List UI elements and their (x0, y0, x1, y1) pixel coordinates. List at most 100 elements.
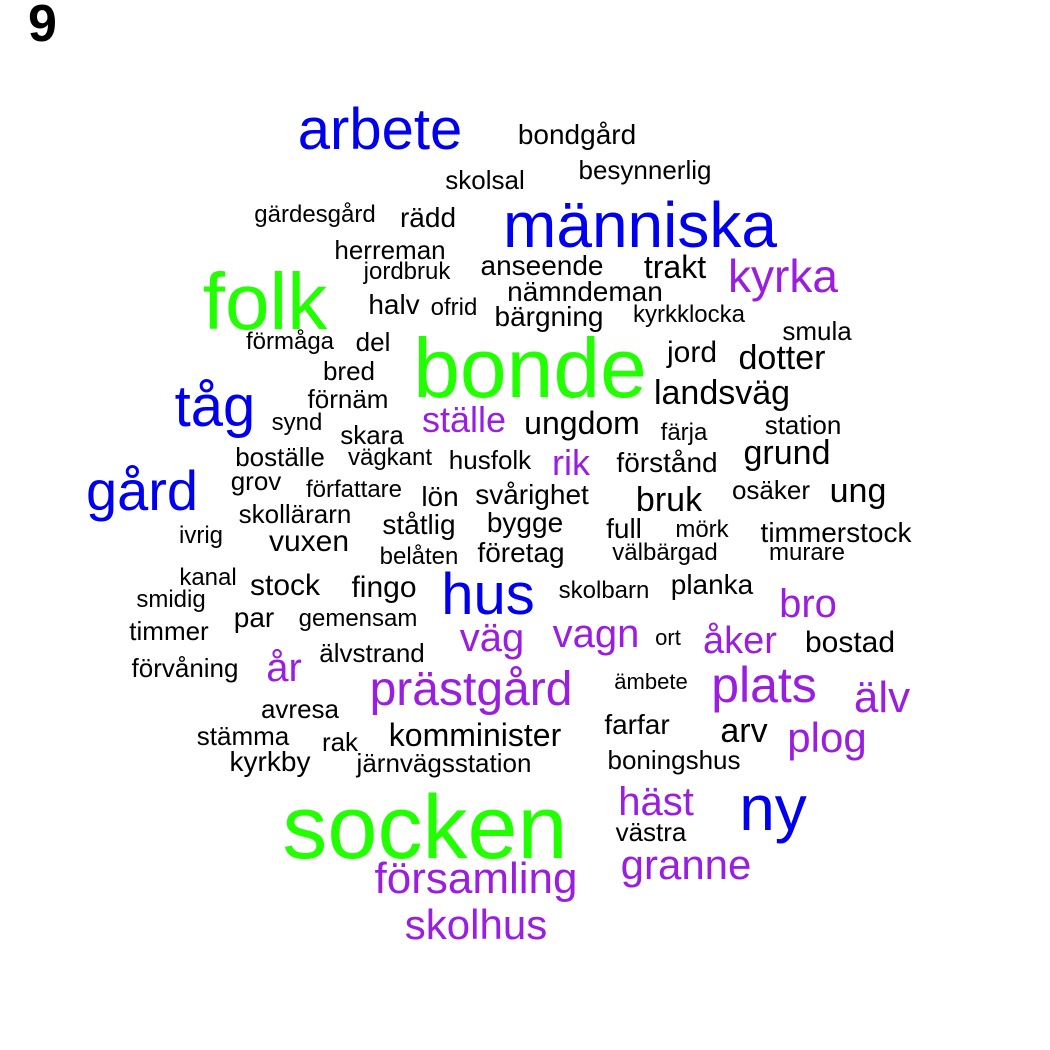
word-aker: åker (703, 620, 777, 662)
word-plog: plog (787, 714, 867, 761)
word-rik: rik (552, 442, 590, 483)
word-bonde: bonde (413, 321, 647, 415)
word-bostad: bostad (804, 626, 896, 659)
word-forvaning: förvåning (131, 653, 239, 683)
word-socken: socken (282, 778, 568, 878)
word-alvstrand: älvstrand (319, 638, 425, 668)
word-fornam: förnäm (307, 384, 389, 414)
word-ofrid: ofrid (430, 294, 478, 321)
word-ort: ort (655, 625, 681, 650)
word-avresa: avresa (260, 694, 340, 724)
word-komminister: komminister (388, 717, 562, 753)
word-ar: år (266, 646, 302, 690)
panel-number: 9 (28, 0, 57, 53)
word-trakt: trakt (643, 249, 707, 285)
word-folk: folk (202, 257, 328, 346)
word-station: station (764, 410, 842, 440)
word-herreman: herreman (334, 235, 446, 265)
word-synd: synd (271, 409, 323, 436)
word-ambete: ämbete (614, 669, 688, 694)
word-anseende: anseende (480, 250, 604, 281)
word-bygge: bygge (486, 507, 564, 538)
word-vastra: västra (615, 817, 687, 847)
word-vagn: vagn (552, 612, 640, 656)
word-plats: plats (711, 657, 817, 713)
word-farja: färja (660, 419, 708, 446)
word-mork: mörk (675, 516, 729, 543)
word-landsvag: landsväg (653, 374, 791, 412)
word-ivrig: ivrig (178, 522, 224, 549)
word-bostalle: boställe (235, 442, 325, 472)
word-timmer: timmer (129, 616, 209, 646)
word-gard: gård (85, 459, 199, 522)
word-vuxen: vuxen (268, 525, 350, 558)
word-namndeman: nämndeman (507, 276, 663, 307)
word-ungdom: ungdom (524, 405, 640, 441)
word-ung: ung (829, 472, 887, 510)
word-radd: rädd (399, 202, 457, 233)
word-del: del (355, 327, 391, 357)
word-osaker: osäker (731, 475, 811, 505)
word-boningshus: boningshus (607, 745, 741, 775)
word-belaten: belåten (379, 543, 459, 570)
word-smidig: smidig (136, 586, 206, 613)
word-skolsal: skolsal (445, 165, 525, 195)
word-timmerstock: timmerstock (760, 517, 912, 548)
word-husfolk: husfolk (448, 445, 532, 475)
word-vag: väg (459, 616, 525, 660)
word-planka: planka (670, 569, 754, 600)
word-arv: arv (720, 712, 768, 750)
word-par: par (233, 602, 275, 633)
word-jarnvagsstation: järnvägsstation (356, 748, 532, 778)
word-arbete: arbete (297, 97, 463, 162)
word-kanal: kanal (179, 564, 237, 591)
word-forsamling: församling (374, 854, 578, 903)
word-lon: lön (421, 481, 459, 512)
word-stamma: stämma (196, 721, 290, 751)
word-bred: bred (322, 356, 376, 386)
word-murare: murare (768, 539, 846, 566)
word-full: full (606, 513, 642, 544)
word-farfar: farfar (604, 709, 670, 740)
word-hast: häst (618, 780, 694, 824)
word-bondgard: bondgård (517, 119, 637, 150)
word-grov: grov (230, 466, 282, 496)
word-rak: rak (321, 727, 359, 757)
word-vagkant: vägkant (347, 444, 433, 471)
word-halv: halv (368, 289, 420, 320)
word-skara: skara (340, 420, 404, 450)
word-smula: smula (782, 316, 852, 346)
word-alv: älv (853, 673, 911, 722)
word-kyrkklocka: kyrkklocka (632, 301, 746, 328)
word-forstand: förstånd (616, 447, 718, 478)
word-tag: tåg (174, 374, 256, 439)
word-stalle: ställe (421, 399, 507, 440)
word-stock: stock (249, 569, 321, 602)
word-manniska: människa (503, 189, 777, 261)
word-skollararn: skollärarn (238, 499, 352, 529)
word-grund: grund (743, 434, 831, 472)
word-bruk: bruk (635, 481, 703, 519)
word-skolbarn: skolbarn (558, 577, 650, 604)
word-gemensam: gemensam (298, 605, 418, 632)
word-jord: jord (666, 336, 718, 369)
word-dotter: dotter (738, 339, 826, 377)
word-prastgard: prästgård (369, 663, 573, 716)
word-skolhus: skolhus (404, 901, 548, 948)
word-jordbruk: jordbruk (363, 258, 451, 285)
word-formaga: förmåga (245, 328, 335, 355)
word-valbargad: välbärgad (612, 539, 718, 566)
word-foretag: företag (477, 537, 565, 568)
word-forfattare: författare (305, 476, 403, 503)
word-bargning: bärgning (494, 301, 604, 332)
word-kyrka: kyrka (728, 250, 838, 302)
word-besynnerlig: besynnerlig (578, 155, 712, 185)
word-fingo: fingo (351, 571, 417, 604)
word-ny: ny (739, 772, 807, 844)
word-svarighet: svårighet (475, 479, 589, 510)
word-gardesgard: gärdesgård (254, 201, 376, 228)
word-bro: bro (779, 582, 837, 626)
word-hus: hus (441, 562, 535, 627)
word-statlig: ståtlig (382, 509, 456, 540)
